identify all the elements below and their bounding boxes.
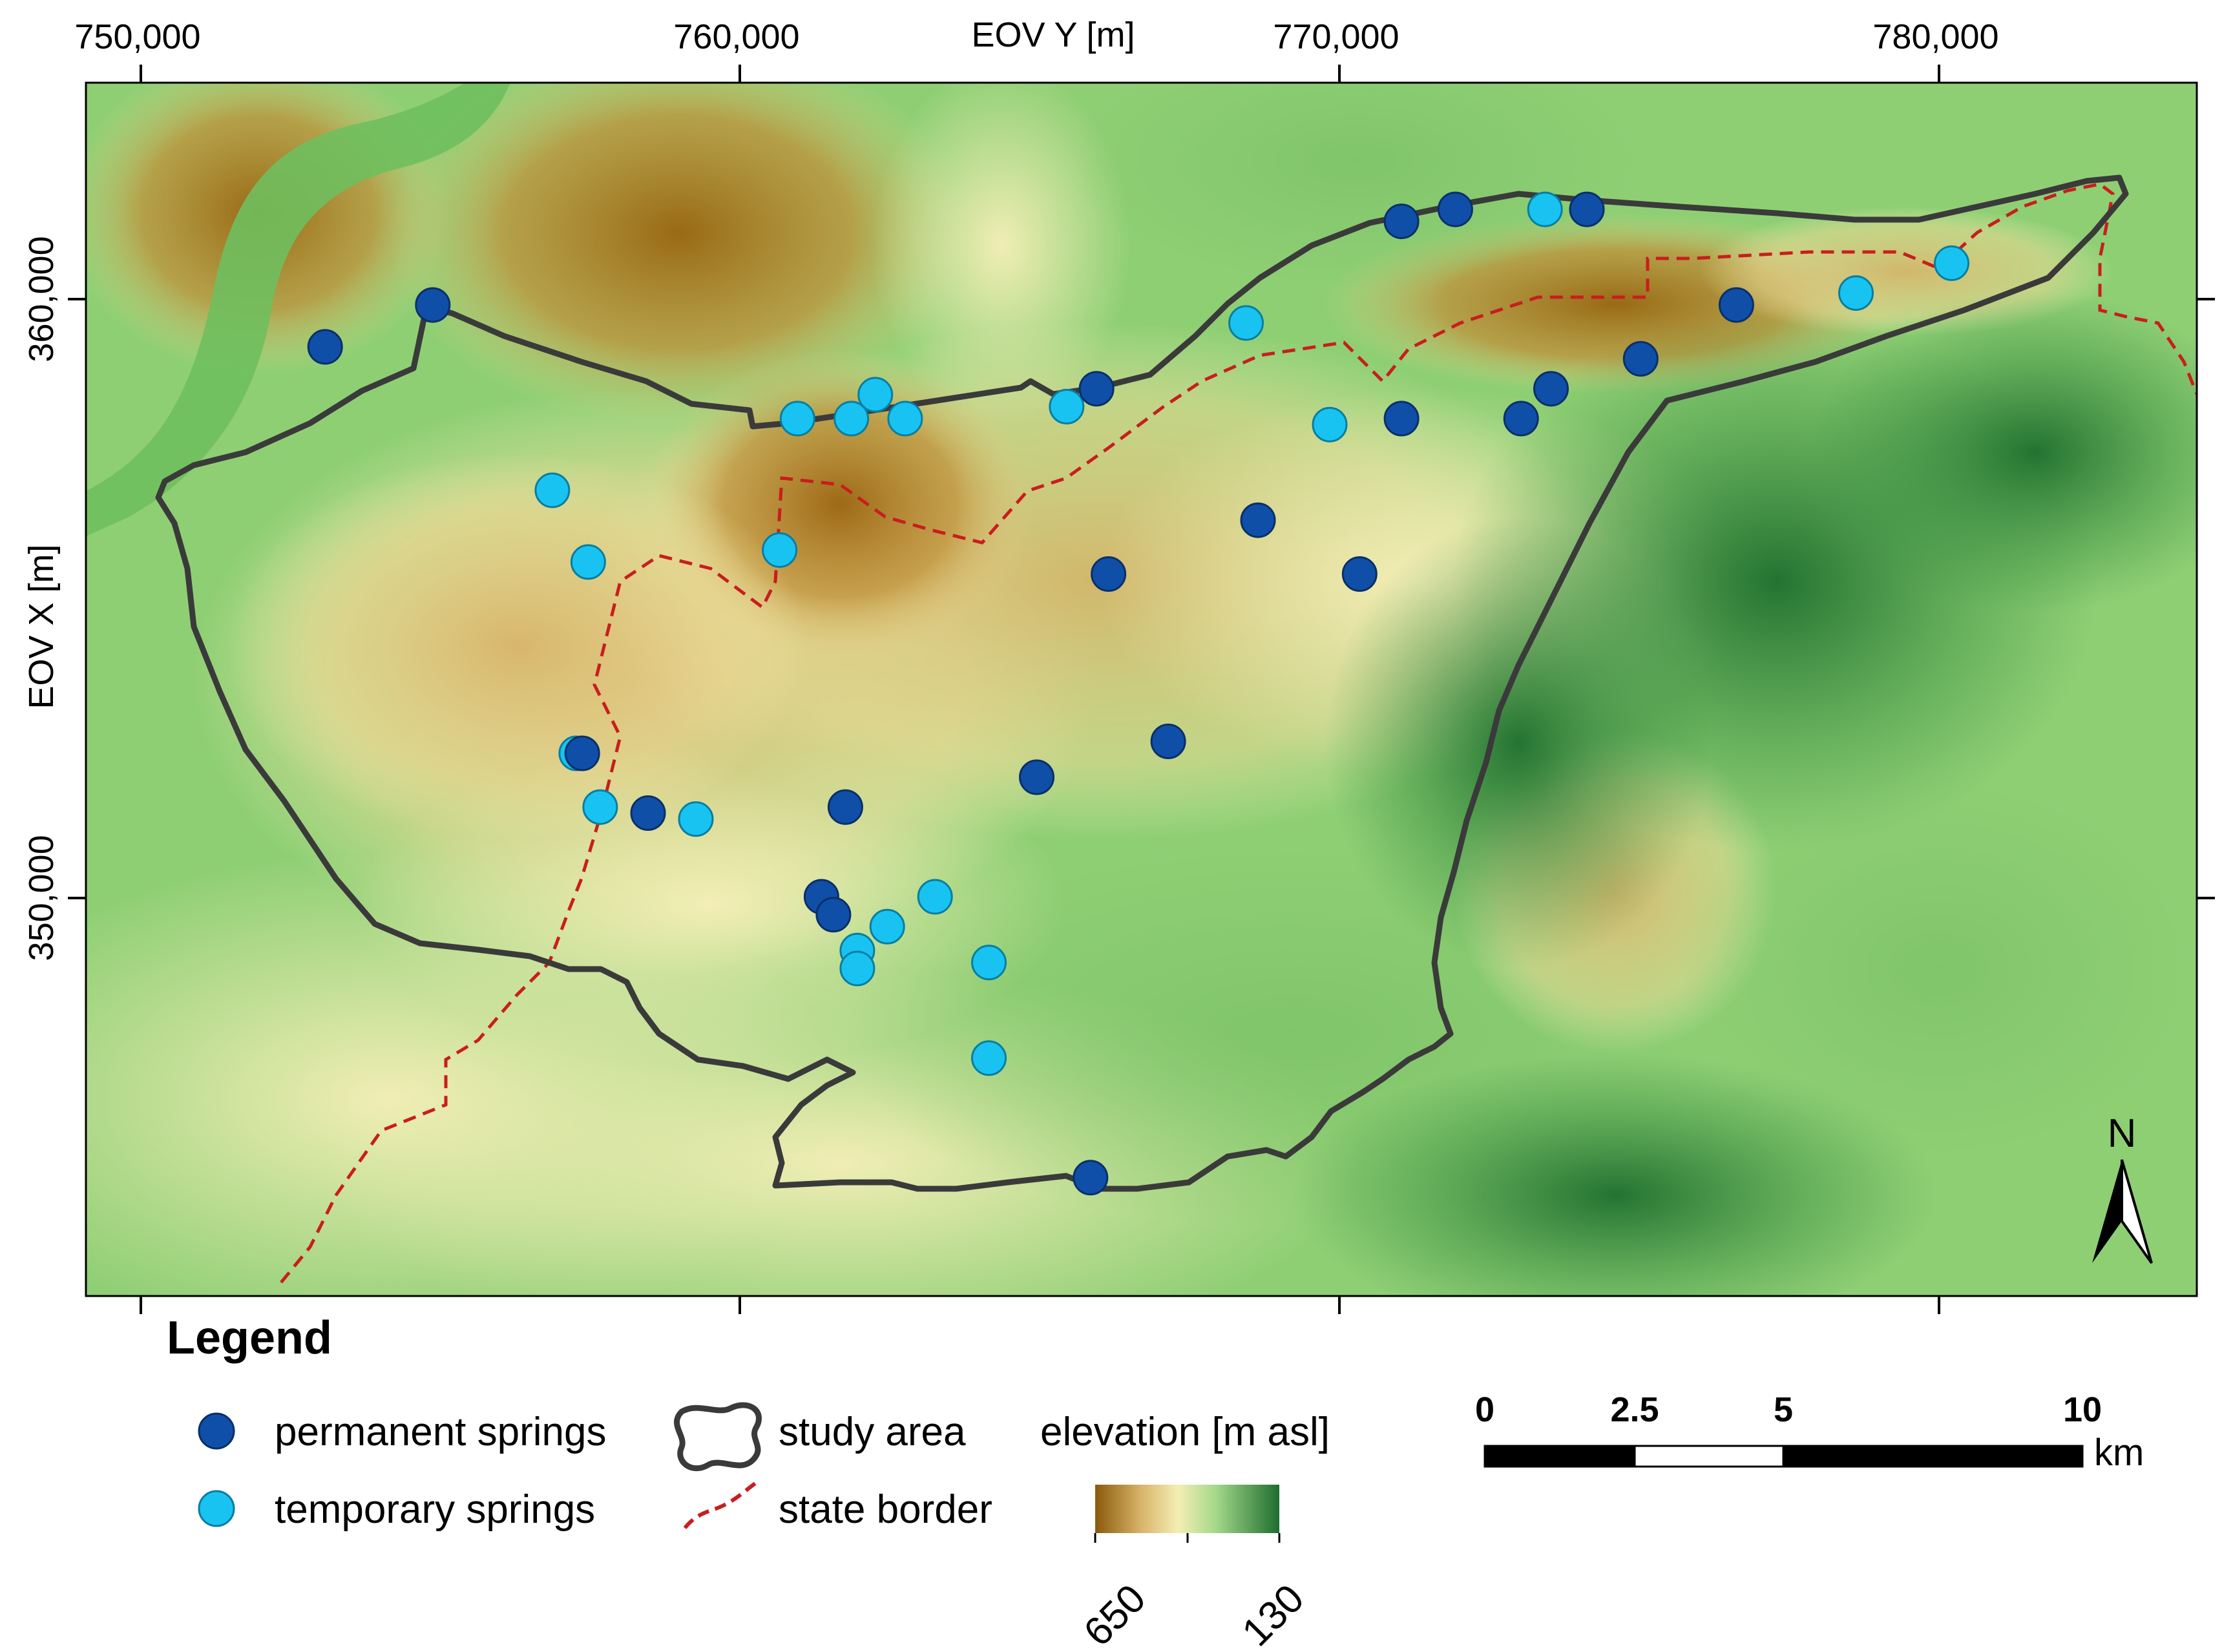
x-tick-label-750000: 750,000 bbox=[74, 17, 200, 56]
permanent-spring-8 bbox=[1091, 556, 1127, 592]
temporary-spring-20 bbox=[1838, 275, 1874, 311]
scale-label-0: 0 bbox=[1475, 1390, 1494, 1429]
legend: Legend permanent springs temporary sprin… bbox=[167, 1312, 1330, 1652]
state-border-line bbox=[280, 182, 2197, 1284]
x-tick-label-760000: 760,000 bbox=[673, 17, 799, 56]
temporary-spring-21 bbox=[1934, 245, 1969, 281]
legend-elevation-title: elevation [m asl] bbox=[1040, 1410, 1330, 1454]
permanent-spring-6 bbox=[1019, 759, 1054, 795]
legend-temporary-spring-symbol bbox=[198, 1490, 235, 1527]
legend-state-border-label: state border bbox=[779, 1487, 992, 1532]
temporary-spring-12 bbox=[779, 401, 815, 437]
permanent-spring-17 bbox=[1622, 340, 1659, 377]
permanent-spring-21 bbox=[564, 735, 600, 771]
elevation-raster bbox=[86, 83, 2197, 1296]
y-tick-label-360000: 360,000 bbox=[22, 236, 61, 362]
temporary-spring-16 bbox=[1049, 388, 1085, 424]
permanent-spring-5 bbox=[630, 795, 666, 831]
permanent-spring-19 bbox=[1569, 191, 1605, 227]
permanent-spring-9 bbox=[1150, 724, 1186, 759]
scale-unit-label: km bbox=[2094, 1432, 2144, 1474]
scale-label-10: 10 bbox=[2063, 1390, 2102, 1429]
temporary-spring-1 bbox=[869, 908, 905, 945]
permanent-spring-15 bbox=[1503, 401, 1539, 437]
permanent-spring-12 bbox=[1383, 204, 1420, 240]
permanent-spring-11 bbox=[1341, 556, 1378, 592]
north-arrow-left-half bbox=[2092, 1160, 2122, 1263]
scale-label-2-5: 2.5 bbox=[1610, 1390, 1659, 1429]
permanent-spring-2 bbox=[827, 789, 863, 825]
temporary-spring-19 bbox=[1527, 191, 1563, 227]
temporary-spring-7 bbox=[678, 801, 714, 837]
temporary-spring-15 bbox=[887, 401, 923, 437]
permanent-spring-10 bbox=[1240, 502, 1276, 538]
legend-permanent-spring-symbol bbox=[198, 1412, 235, 1450]
axis-ticks bbox=[68, 65, 2215, 1314]
temporary-spring-17 bbox=[1228, 305, 1264, 341]
springs-layer bbox=[307, 191, 1969, 1196]
north-arrow-label: N bbox=[2108, 1111, 2137, 1156]
temporary-spring-4 bbox=[971, 945, 1007, 981]
north-arrow-right-half bbox=[2121, 1159, 2153, 1264]
legend-study-area-symbol bbox=[674, 1402, 762, 1472]
permanent-spring-16 bbox=[1533, 371, 1569, 407]
temporary-spring-0 bbox=[917, 879, 953, 915]
temporary-spring-14 bbox=[857, 377, 894, 413]
temporary-spring-6 bbox=[582, 789, 618, 825]
x-axis-title: EOV Y [m] bbox=[971, 16, 1135, 54]
permanent-spring-4 bbox=[815, 897, 852, 933]
legend-study-area-label: study area bbox=[779, 1410, 966, 1454]
scale-label-5: 5 bbox=[1774, 1390, 1793, 1429]
legend-temporary-springs-label: temporary springs bbox=[275, 1487, 595, 1532]
y-tick-label-350000: 350,000 bbox=[22, 835, 61, 961]
map-frame bbox=[85, 81, 2198, 1297]
study-area-outline bbox=[155, 174, 2129, 1192]
x-tick-label-770000: 770,000 bbox=[1273, 17, 1399, 56]
legend-state-border-symbol bbox=[683, 1481, 757, 1529]
permanent-spring-13 bbox=[1383, 401, 1420, 437]
temporary-spring-5 bbox=[971, 1040, 1007, 1076]
permanent-spring-7 bbox=[1078, 371, 1115, 407]
temporary-spring-9 bbox=[570, 544, 606, 580]
permanent-spring-1 bbox=[415, 287, 451, 323]
permanent-spring-14 bbox=[1437, 191, 1473, 227]
y-axis-title: EOV X [m] bbox=[22, 544, 61, 709]
elevation-min-label: 130 bbox=[1234, 1576, 1313, 1652]
scale-segment-3 bbox=[1782, 1445, 2084, 1468]
scale-segment-1 bbox=[1483, 1445, 1636, 1468]
elevation-max-label: 650 bbox=[1076, 1576, 1155, 1652]
scale-bar: 0 2.5 5 10 km bbox=[1475, 1390, 2144, 1474]
permanent-spring-18 bbox=[1718, 287, 1754, 323]
temporary-spring-18 bbox=[1312, 406, 1348, 443]
permanent-spring-20 bbox=[1073, 1160, 1109, 1196]
x-tick-label-780000: 780,000 bbox=[1872, 17, 1998, 56]
scale-segment-2 bbox=[1633, 1445, 1785, 1468]
temporary-spring-10 bbox=[534, 472, 571, 508]
north-arrow: N bbox=[2092, 1111, 2153, 1264]
permanent-spring-0 bbox=[307, 329, 343, 365]
temporary-spring-13 bbox=[833, 401, 870, 437]
temporary-spring-3 bbox=[839, 950, 875, 987]
legend-permanent-springs-label: permanent springs bbox=[275, 1410, 607, 1454]
legend-title: Legend bbox=[167, 1312, 332, 1364]
temporary-spring-11 bbox=[762, 532, 798, 568]
elevation-color-ramp bbox=[1095, 1485, 1279, 1533]
